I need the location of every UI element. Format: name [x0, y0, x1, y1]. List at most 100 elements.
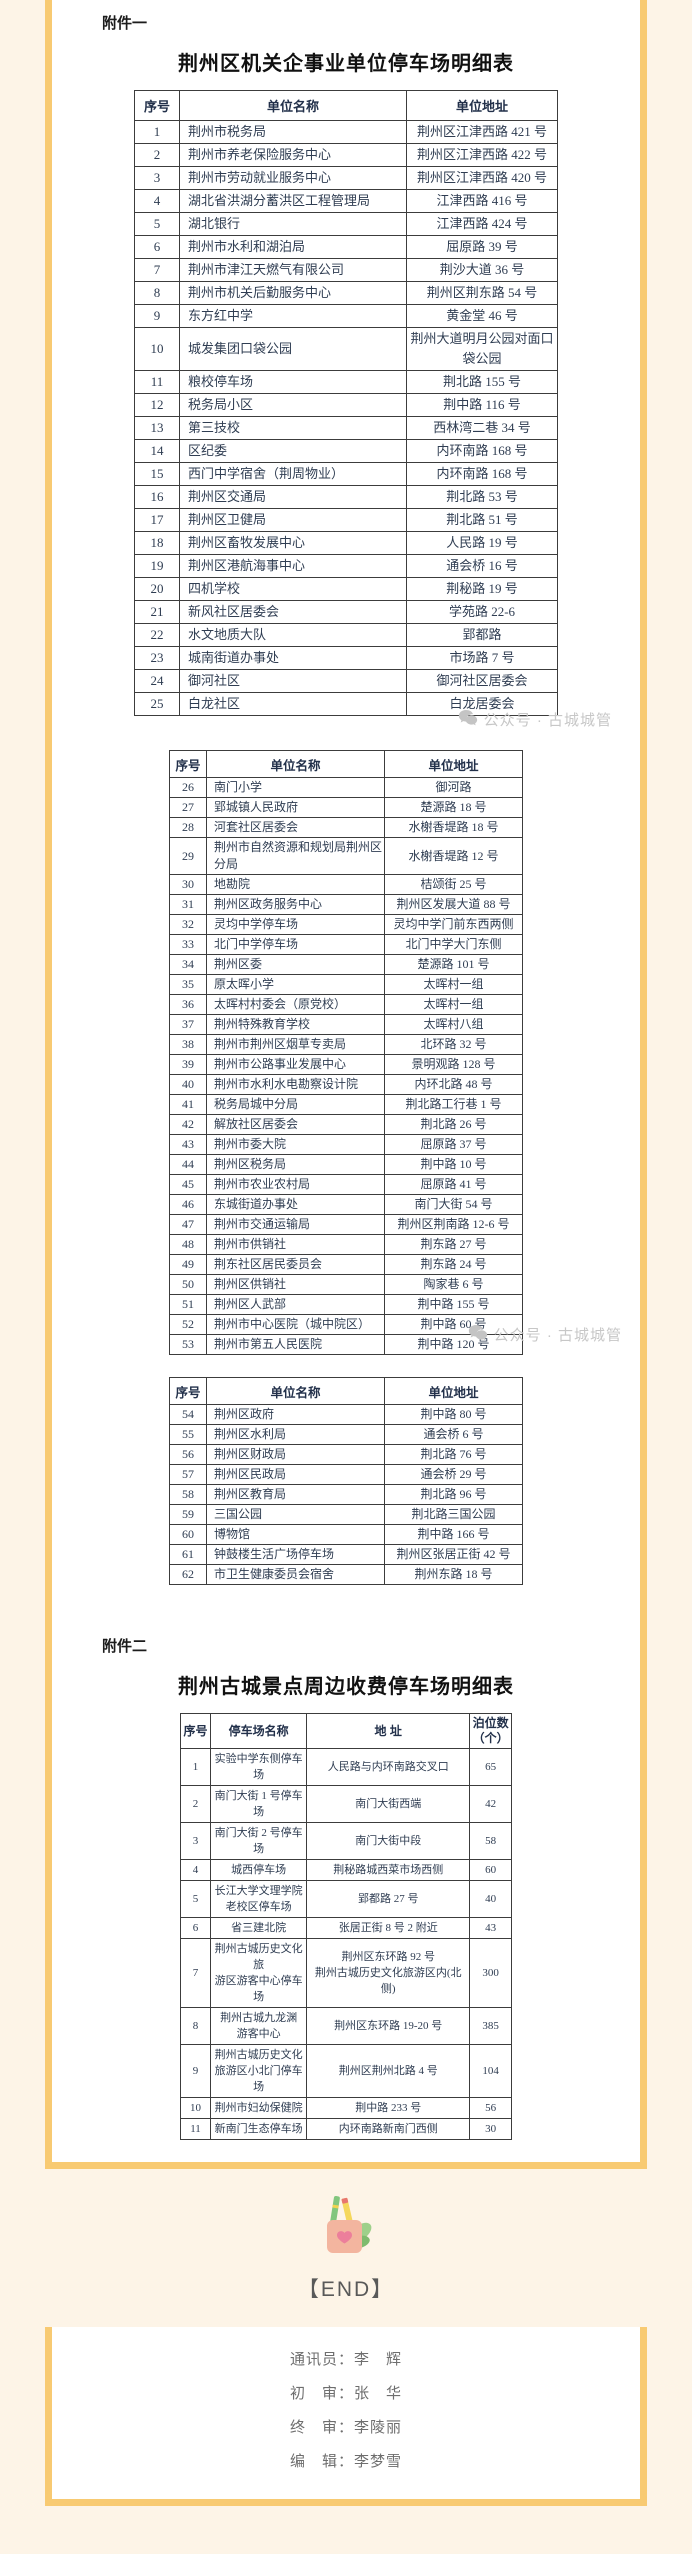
- table-cell: 27: [169, 797, 207, 818]
- table-cell: 水榭香堤路 12 号: [384, 837, 523, 875]
- table-row: 11 新南门生态停车场 内环南路新南门西侧 30: [180, 2118, 512, 2140]
- table-cell: 12: [134, 393, 180, 417]
- table-row: 25 白龙社区 白龙居委会: [134, 692, 558, 716]
- table-cell: 43: [169, 1134, 207, 1155]
- table-row: 14 区纪委 内环南路 168 号: [134, 439, 558, 463]
- table-cell: 6: [180, 1917, 211, 1939]
- table-cell: 荆州东路 18 号: [384, 1564, 523, 1585]
- table-row: 62 市卫生健康委员会宿舍 荆州东路 18 号: [169, 1564, 523, 1585]
- table-cell: 南门大街西端: [306, 1785, 471, 1823]
- table-cell: 35: [169, 974, 207, 995]
- table-cell: 水文地质大队: [179, 623, 407, 647]
- table-cell: 39: [169, 1054, 207, 1075]
- table-cell: 荆州古城历史文化 旅游区小北门停车场: [209, 2044, 308, 2098]
- table-row: 9 东方红中学 黄金堂 46 号: [134, 304, 558, 328]
- table-cell: 荆州市中心医院（城中院区）: [206, 1314, 385, 1335]
- table-row: 23 城南街道办事处 市场路 7 号: [134, 646, 558, 670]
- table-cell: 西林湾二巷 34 号: [406, 416, 558, 440]
- wechat-icon: [468, 1324, 488, 1345]
- table-cell: 46: [169, 1194, 207, 1215]
- table-cell: 原太晖小学: [206, 974, 385, 995]
- table-cell: 湖北银行: [179, 212, 407, 236]
- table-cell: 黄金堂 46 号: [406, 304, 558, 328]
- table-cell: 18: [134, 531, 180, 555]
- table-row: 9 荆州古城历史文化 旅游区小北门停车场 荆州区荆州北路 4 号 104: [180, 2044, 512, 2098]
- table-cell: 60: [469, 1859, 512, 1881]
- table-cell: 荆州古城九龙渊 游客中心: [209, 2007, 308, 2045]
- table-cell: 屈原路 41 号: [384, 1174, 523, 1195]
- table-cell: 实验中学东侧停车场: [209, 1748, 308, 1786]
- table-cell: 14: [134, 439, 180, 463]
- credit-editor: 编 辑：李梦雪: [289, 2453, 402, 2470]
- table-cell: 65: [469, 1748, 512, 1786]
- table-cell: 荆州市交通运输局: [206, 1214, 385, 1235]
- table-cell: 荆州市税务局: [179, 120, 407, 144]
- column-header: 序号: [134, 90, 180, 121]
- table-cell: 荆州区交通局: [179, 485, 407, 509]
- table-row: 1 实验中学东侧停车场 人民路与内环南路交叉口 65: [180, 1748, 512, 1786]
- table-cell: 37: [169, 1014, 207, 1035]
- table-cell: 新风社区居委会: [179, 600, 407, 624]
- table-cell: 荆州区水利局: [206, 1424, 385, 1445]
- credit-correspondent: 通讯员：李 辉: [289, 2351, 402, 2368]
- table-cell: 荆州市养老保险服务中心: [179, 143, 407, 167]
- table-cell: 东城街道办事处: [206, 1194, 385, 1215]
- table-cell: 6: [134, 235, 180, 259]
- column-header: 停车场名称: [209, 1713, 308, 1749]
- table-row: 41 税务局城中分局 荆北路工行巷 1 号: [169, 1094, 523, 1115]
- table-cell: 省三建北院: [209, 1917, 308, 1939]
- credit-first-review: 初 审：张 华: [289, 2385, 402, 2402]
- table-row: 45 荆州市农业农村局 屈原路 41 号: [169, 1174, 523, 1195]
- table-cell: 内环南路 168 号: [406, 462, 558, 486]
- table-cell: 34: [169, 954, 207, 975]
- table-cell: 荆州区江津西路 420 号: [406, 166, 558, 190]
- table-cell: 荆州区政务服务中心: [206, 894, 385, 915]
- pencil-cup-illustration: [317, 2194, 375, 2263]
- watermark-text: 公众号 · 古城城管: [493, 1326, 622, 1344]
- table-cell: 市场路 7 号: [406, 646, 558, 670]
- table-cell: 御河社区: [179, 669, 407, 693]
- table-cell: 荆州区委: [206, 954, 385, 975]
- table-cell: 荆州市供销社: [206, 1234, 385, 1255]
- table-row: 4 湖北省洪湖分蓄洪区工程管理局 江津西路 416 号: [134, 189, 558, 213]
- table-cell: 荆州区民政局: [206, 1464, 385, 1485]
- table-cell: 荆中路 233 号: [306, 2097, 471, 2119]
- table-cell: 通会桥 16 号: [406, 554, 558, 578]
- table-cell: 荆州市机关后勤服务中心: [179, 281, 407, 305]
- table-cell: 荆州区荆南路 12-6 号: [384, 1214, 523, 1235]
- table-cell: 荆中路 155 号: [384, 1294, 523, 1315]
- table-row: 57 荆州区民政局 通会桥 29 号: [169, 1464, 523, 1485]
- table-cell: 3: [134, 166, 180, 190]
- table-row: 59 三国公园 荆北路三国公园: [169, 1504, 523, 1525]
- table-cell: 第三技校: [179, 416, 407, 440]
- table-cell: 385: [469, 2007, 512, 2045]
- table-cell: 44: [169, 1154, 207, 1175]
- column-header: 单位名称: [206, 1377, 385, 1405]
- table-cell: 59: [169, 1504, 207, 1525]
- table-cell: 7: [180, 1938, 211, 2008]
- table-row: 8 荆州市机关后勤服务中心 荆州区荆东路 54 号: [134, 281, 558, 305]
- table-row: 6 省三建北院 张居正街 8 号 2 附近 43: [180, 1917, 512, 1939]
- table-cell: 9: [180, 2044, 211, 2098]
- table-cell: 31: [169, 894, 207, 915]
- table-row: 60 博物馆 荆中路 166 号: [169, 1524, 523, 1545]
- table-cell: 4: [180, 1859, 211, 1881]
- table-row: 53 荆州市第五人民医院 荆中路 120 号: [169, 1334, 523, 1355]
- table-cell: 荆北路工行巷 1 号: [384, 1094, 523, 1115]
- table-cell: 太晖村一组: [384, 994, 523, 1015]
- table-cell: 58: [469, 1822, 512, 1860]
- table-cell: 荆州区港航海事中心: [179, 554, 407, 578]
- table-row: 32 灵均中学停车场 灵均中学门前东西两侧: [169, 914, 523, 935]
- table-row: 48 荆州市供销社 荆东路 27 号: [169, 1234, 523, 1255]
- table-cell: 内环南路新南门西侧: [306, 2118, 471, 2140]
- table-cell: 45: [169, 1174, 207, 1195]
- table-row: 2 南门大街 1 号停车场 南门大街西端 42: [180, 1785, 512, 1823]
- unit-parking-table-3: 序号 单位名称 单位地址 54 荆州区政府 荆中路 80 号 55 荆州区水利局 通会桥 6 号…: [169, 1377, 523, 1585]
- table-cell: 荆中路 10 号: [384, 1154, 523, 1175]
- attachment2-title: 荆州古城景点周边收费停车场明细表: [178, 1676, 514, 1698]
- table-cell: 内环北路 48 号: [384, 1074, 523, 1095]
- table-row: 2 荆州市养老保险服务中心 荆州区江津西路 422 号: [134, 143, 558, 167]
- watermark-text: 公众号 · 古城城管: [483, 711, 612, 729]
- table-cell: 57: [169, 1464, 207, 1485]
- table-row: 54 荆州区政府 荆中路 80 号: [169, 1404, 523, 1425]
